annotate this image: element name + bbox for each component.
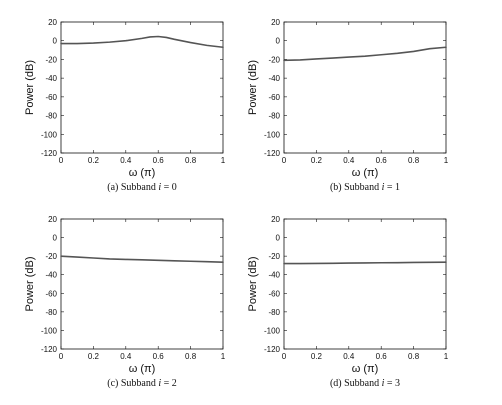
chart-b-xtick-label: 0.8 [408, 156, 420, 165]
chart-c-ytick-label: -60 [45, 289, 57, 298]
chart-c-caption: (c) Subband i = 2 [107, 378, 177, 389]
chart-c-x-axis-label: ω (π) [129, 363, 156, 375]
chart-b-xtick-label: 0.4 [343, 156, 355, 165]
chart-b-ytick-label: -60 [268, 93, 280, 102]
chart-a-xtick-label: 0.8 [185, 156, 197, 165]
chart-b-ytick-label: -20 [268, 55, 280, 64]
chart-b-y-axis-label: Power (dB) [247, 60, 259, 115]
chart-d-xtick-label: 0.8 [408, 352, 420, 361]
chart-c-ytick-label: -120 [41, 345, 58, 354]
chart-b-caption: (b) Subband i = 1 [330, 182, 400, 193]
chart-d-xtick-label: 1 [444, 352, 449, 361]
chart-d-ytick-label: -60 [268, 289, 280, 298]
chart-b-x-axis-label: ω (π) [352, 167, 379, 179]
chart-b-xtick-label: 0.2 [311, 156, 323, 165]
chart-d-caption-suffix: = 3 [384, 378, 400, 389]
chart-c-caption-variable: i [158, 378, 161, 389]
chart-b-ytick-label: 20 [271, 18, 280, 27]
chart-a-ytick-label: 20 [48, 18, 57, 27]
chart-d-plot-frame [283, 218, 447, 350]
chart-a-series-line [60, 35, 224, 49]
chart-a-plot-frame [60, 21, 224, 154]
chart-d-x-axis-label: ω (π) [352, 363, 379, 375]
chart-d-xtick-label: 0.6 [376, 352, 388, 361]
chart-c-ytick-label: -40 [45, 271, 57, 280]
chart-a-xtick-label: 1 [221, 156, 226, 165]
chart-a-ytick-label: -80 [45, 112, 57, 121]
chart-d-ytick-label: -20 [268, 252, 280, 261]
chart-d-caption-prefix: (d) Subband [330, 378, 382, 389]
chart-b-series-line [283, 46, 447, 62]
chart-d-ytick-label: -100 [264, 326, 281, 335]
chart-d-ytick-label: -120 [264, 345, 281, 354]
chart-a-xtick-label: 0.2 [88, 156, 100, 165]
chart-b-ytick-label: -120 [264, 149, 281, 158]
chart-a-ytick-label: -60 [45, 93, 57, 102]
chart-a-xtick-label: 0 [59, 156, 64, 165]
chart-d-y-axis-label: Power (dB) [247, 256, 259, 311]
chart-c-xtick-label: 0 [59, 352, 64, 361]
chart-a-x-axis-label: ω (π) [129, 167, 156, 179]
chart-c-xtick-label: 0.2 [88, 352, 100, 361]
chart-d-caption: (d) Subband i = 3 [330, 378, 400, 389]
chart-b-ytick-label: -100 [264, 130, 281, 139]
chart-c-xtick-label: 0.4 [120, 352, 132, 361]
chart-a-caption-suffix: = 0 [161, 182, 177, 193]
chart-a-ytick-label: -40 [45, 74, 57, 83]
chart-c-xtick-label: 0.8 [185, 352, 197, 361]
chart-d-ytick-label: -40 [268, 271, 280, 280]
chart-c-y-axis-label: Power (dB) [24, 256, 36, 311]
chart-b-caption-variable: i [382, 182, 385, 193]
chart-a-ytick-label: -20 [45, 55, 57, 64]
chart-d-xtick-label: 0.4 [343, 352, 355, 361]
chart-a-caption-prefix: (a) Subband [107, 182, 158, 193]
chart-b-ytick-label: 0 [276, 37, 281, 46]
chart-b-xtick-label: 1 [444, 156, 449, 165]
chart-c-xtick-label: 0.6 [153, 352, 165, 361]
chart-d-series-line [283, 261, 447, 265]
chart-d-ytick-label: 20 [271, 215, 280, 224]
chart-c-ytick-label: -80 [45, 308, 57, 317]
chart-c-xtick-label: 1 [221, 352, 226, 361]
chart-c-ytick-label: -20 [45, 252, 57, 261]
chart-b-ytick-label: -80 [268, 112, 280, 121]
chart-a-y-axis-label: Power (dB) [24, 60, 36, 115]
chart-b-xtick-label: 0 [282, 156, 287, 165]
chart-c-ytick-label: 20 [48, 215, 57, 224]
chart-a-caption-variable: i [158, 182, 161, 193]
chart-c-ytick-label: 0 [53, 234, 58, 243]
chart-b-xtick-label: 0.6 [376, 156, 388, 165]
chart-a-ytick-label: 0 [53, 37, 58, 46]
chart-a-ytick-label: -100 [41, 130, 58, 139]
chart-d-ytick-label: -80 [268, 308, 280, 317]
chart-c-caption-suffix: = 2 [161, 378, 177, 389]
chart-d-xtick-label: 0 [282, 352, 287, 361]
chart-c-ytick-label: -100 [41, 326, 58, 335]
chart-d-caption-variable: i [382, 378, 385, 389]
chart-c-caption-prefix: (c) Subband [107, 378, 158, 389]
chart-c-series-line [60, 255, 224, 263]
chart-b-caption-prefix: (b) Subband [330, 182, 382, 193]
chart-a-xtick-label: 0.6 [153, 156, 165, 165]
chart-b-ytick-label: -40 [268, 74, 280, 83]
chart-a-ytick-label: -120 [41, 149, 58, 158]
chart-b-caption-suffix: = 1 [384, 182, 400, 193]
chart-a-xtick-label: 0.4 [120, 156, 132, 165]
chart-b-plot-frame [283, 21, 447, 154]
chart-d-ytick-label: 0 [276, 234, 281, 243]
chart-d-xtick-label: 0.2 [311, 352, 323, 361]
chart-c-plot-frame [60, 218, 224, 350]
chart-a-caption: (a) Subband i = 0 [107, 182, 177, 193]
